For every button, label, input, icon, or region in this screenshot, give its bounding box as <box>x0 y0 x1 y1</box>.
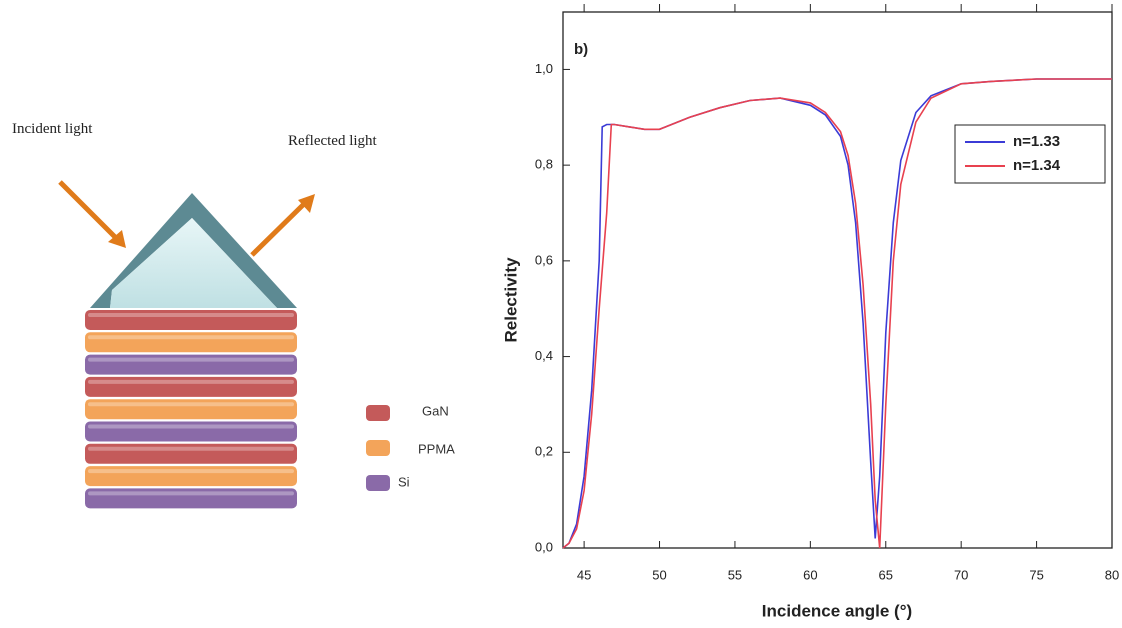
legend-swatch <box>366 405 390 421</box>
legend-swatch <box>366 440 390 456</box>
plot-frame <box>562 11 1113 549</box>
layer-highlight <box>88 379 294 384</box>
prism <box>110 218 277 308</box>
legend-swatch <box>366 475 390 491</box>
incident-arrow <box>58 180 120 242</box>
layer-highlight <box>88 402 294 407</box>
layer <box>85 466 297 487</box>
diagram: Incident light Reflected light GaN PPMA … <box>12 121 455 509</box>
annotation: b) <box>574 41 588 58</box>
layer <box>85 310 297 330</box>
reflected-arrow <box>250 200 308 257</box>
layer <box>85 354 297 375</box>
layer <box>85 376 297 397</box>
y-tick-label: 1,0 <box>535 61 553 76</box>
x-axis-label: Incidence angle (°) <box>762 601 912 620</box>
line-series <box>562 78 1112 549</box>
x-tick-label: 60 <box>803 567 817 582</box>
layer <box>85 421 297 442</box>
arrow-head <box>108 230 126 248</box>
layer-highlight <box>88 491 294 496</box>
reflected-label: Reflected light <box>288 133 378 149</box>
label: Incident light <box>12 121 93 137</box>
legend-label: PPMA <box>418 441 455 456</box>
chart: b) Incidence angle (°) Relectivity 45 50 5… <box>501 4 1119 620</box>
line-series <box>562 78 1112 549</box>
layer-highlight <box>88 469 294 474</box>
layer <box>85 443 297 464</box>
x-tick-label: 75 <box>1029 567 1043 582</box>
x-tick-label: 80 <box>1105 567 1119 582</box>
y-tick-label: 0,8 <box>535 157 553 172</box>
legend-label: GaN <box>422 403 449 418</box>
layer <box>85 332 297 353</box>
layer-highlight <box>88 313 294 317</box>
layer <box>85 488 297 509</box>
y-tick-label: 0,6 <box>535 252 553 267</box>
x-tick-label: 65 <box>879 567 893 582</box>
layer <box>85 399 297 420</box>
legend-label: Si <box>398 474 410 489</box>
x-tick-label: 45 <box>577 567 591 582</box>
x-tick-label: 55 <box>728 567 742 582</box>
y-tick-label: 0,2 <box>535 444 553 459</box>
prism-frame <box>90 193 297 308</box>
y-tick-label: 0,4 <box>535 348 553 363</box>
x-tick-label: 50 <box>652 567 666 582</box>
layer-highlight <box>88 335 294 340</box>
layer-highlight <box>88 446 294 451</box>
arrow-head <box>298 194 315 213</box>
layer-highlight <box>88 357 294 362</box>
label: Reflected light <box>288 133 378 149</box>
layers <box>85 310 297 509</box>
legend-label: n=1.34 <box>1013 157 1061 174</box>
x-tick-label: 70 <box>954 567 968 582</box>
layer-highlight <box>88 424 294 429</box>
y-tick-label: 0,0 <box>535 539 553 554</box>
legend-box <box>954 124 1106 184</box>
y-axis-label: Relectivity <box>501 257 520 343</box>
incident-label: Incident light <box>12 121 93 137</box>
legend-label: n=1.33 <box>1013 133 1060 150</box>
